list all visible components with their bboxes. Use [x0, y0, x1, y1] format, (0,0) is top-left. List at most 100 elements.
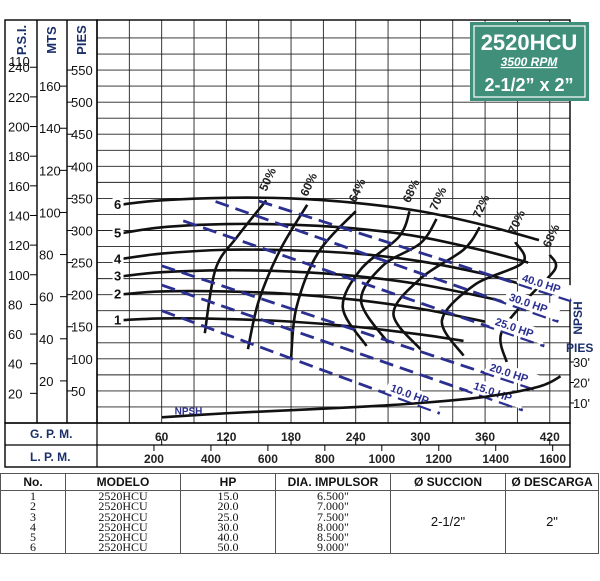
cell-dia: 7.000" — [275, 500, 391, 512]
cell-hp: 50.0 — [180, 542, 276, 554]
table-row: 2 2520HCU 20.0 7.000" — [0, 500, 599, 512]
badge-size: 2-1/2” x 2” — [484, 75, 573, 95]
efficiency-label: 68% — [400, 177, 423, 205]
mts-tick-label: 160 — [39, 79, 61, 94]
curve-label-bg — [112, 197, 124, 210]
table-row: 6 2520HCU 50.0 9.000" — [0, 542, 599, 554]
efficiency-curve — [289, 210, 357, 359]
hp-line — [161, 309, 441, 415]
psi-tick-label: 110 — [9, 54, 30, 69]
cell-dia: 7.500" — [275, 510, 391, 523]
pies-tick-label: 300 — [71, 223, 93, 238]
gpm-tick-label: 300 — [410, 430, 430, 444]
efficiency-label: 72% — [470, 192, 493, 220]
efficiency-label: 70% — [505, 208, 528, 236]
mts-tick-label: 100 — [39, 205, 61, 220]
pies-tick-label: 50 — [71, 384, 85, 399]
efficiency-curve — [246, 204, 309, 350]
efficiency-curve — [440, 241, 526, 357]
hp-label: 30.0 HP — [507, 292, 548, 316]
lpm-tick-label: 1000 — [368, 452, 395, 466]
cell-succion: 2-1/2" — [390, 490, 506, 554]
header-no: No. — [0, 473, 66, 491]
mts-tick-label: 40 — [39, 332, 53, 347]
lpm-tick-label: 1600 — [539, 452, 566, 466]
hp-line — [161, 283, 524, 412]
psi-tick-label: 60 — [8, 327, 22, 342]
gpm-tick-label: 60 — [155, 430, 169, 444]
pies-tick-label: 400 — [71, 159, 93, 174]
cell-modelo: 2520HCU — [65, 542, 181, 554]
hp-label-bg — [489, 312, 548, 345]
curve-label-2: 2 — [114, 287, 121, 302]
header-dia: DIA. IMPULSOR — [275, 473, 391, 491]
curve-label-bg — [112, 269, 124, 282]
pies-tick-label: 350 — [71, 191, 93, 206]
lpm-tick-label: 600 — [258, 452, 278, 466]
lpm-tick-label: 1200 — [425, 452, 452, 466]
curve-label-5: 5 — [114, 226, 121, 241]
npsh-tick-label: 20' — [573, 376, 590, 391]
badge-title: 2520HCU — [481, 30, 578, 55]
efficiency-curve — [392, 226, 481, 351]
mts-tick-label: 80 — [39, 248, 53, 263]
impeller-curve-6 — [118, 196, 540, 242]
npsh-tick-label: 30' — [573, 355, 590, 370]
table-row: 5 2520HCU 40.0 8.500" — [0, 531, 599, 543]
efficiency-label: 60% — [297, 170, 320, 198]
pies-tick-label: 550 — [71, 63, 93, 78]
psi-tick-label: 220 — [8, 90, 30, 105]
curve-label-bg — [112, 252, 124, 265]
cell-descarga: 2" — [505, 490, 599, 554]
impeller-curve-5 — [118, 222, 529, 264]
pies-tick-label: 250 — [71, 256, 93, 271]
efficiency-label: 50% — [256, 165, 279, 193]
hp-label-bg — [484, 358, 542, 390]
hp-line — [182, 219, 545, 348]
psi-tick-label: 140 — [8, 208, 30, 223]
psi-tick-label: 20 — [8, 386, 22, 401]
npsh-curve-label: NPSH — [175, 406, 203, 417]
hp-label-bg — [516, 269, 575, 300]
psi-tick-label: 160 — [8, 179, 30, 194]
efficiency-curve — [203, 199, 268, 334]
cell-no: 6 — [0, 542, 66, 554]
efficiency-curve — [341, 210, 411, 347]
gpm-tick-label: 360 — [475, 430, 495, 444]
pies-tick-label: 100 — [71, 352, 93, 367]
efficiency-label: 68% — [540, 222, 563, 250]
gpm-tick-label: 180 — [281, 430, 301, 444]
curve-label-4: 4 — [114, 251, 122, 266]
impeller-curve-3 — [118, 268, 502, 303]
psi-axis-title: P.S.I. — [14, 25, 29, 55]
curve-label-1: 1 — [114, 312, 121, 327]
impeller-curve-1 — [118, 317, 464, 343]
npsh-axis-title: NPSH — [571, 301, 585, 334]
pies-tick-label: 200 — [71, 288, 93, 303]
curve-label-bg — [112, 313, 124, 326]
cell-dia: 9.000" — [275, 542, 391, 554]
efficiency-label: 64% — [346, 176, 369, 204]
psi-tick-label: 180 — [8, 149, 30, 164]
npsh-axis-unit: PIES — [566, 341, 593, 355]
curve-label-6: 6 — [114, 197, 121, 212]
hp-label-bg — [503, 288, 562, 321]
npsh-curve: NPSH — [161, 375, 562, 419]
hp-line — [161, 264, 540, 393]
mts-tick-label: 140 — [39, 121, 61, 136]
badge-background — [470, 22, 589, 101]
psi-tick-label: 200 — [8, 120, 30, 135]
mts-tick-label: 60 — [39, 290, 53, 305]
npsh-tick-label: 10' — [573, 396, 590, 411]
gpm-tick-label: 420 — [540, 430, 560, 444]
npsh-curve-line — [161, 375, 562, 419]
efficiency-curve — [359, 218, 438, 344]
pies-axis-title: PIES — [74, 25, 89, 55]
badge-rpm: 3500 RPM — [501, 55, 559, 69]
spec-header-row: No. MODELO HP DIA. IMPULSOR Ø SUCCION Ø … — [0, 473, 599, 491]
gpm-tick-label: 240 — [346, 430, 366, 444]
table-row: 3 2520HCU 25.0 7.500" — [0, 510, 599, 523]
lpm-tick-label: 1400 — [482, 452, 509, 466]
impeller-curves: 1 2 3 4 5 6 — [112, 196, 540, 343]
impeller-curve-2 — [118, 289, 486, 323]
